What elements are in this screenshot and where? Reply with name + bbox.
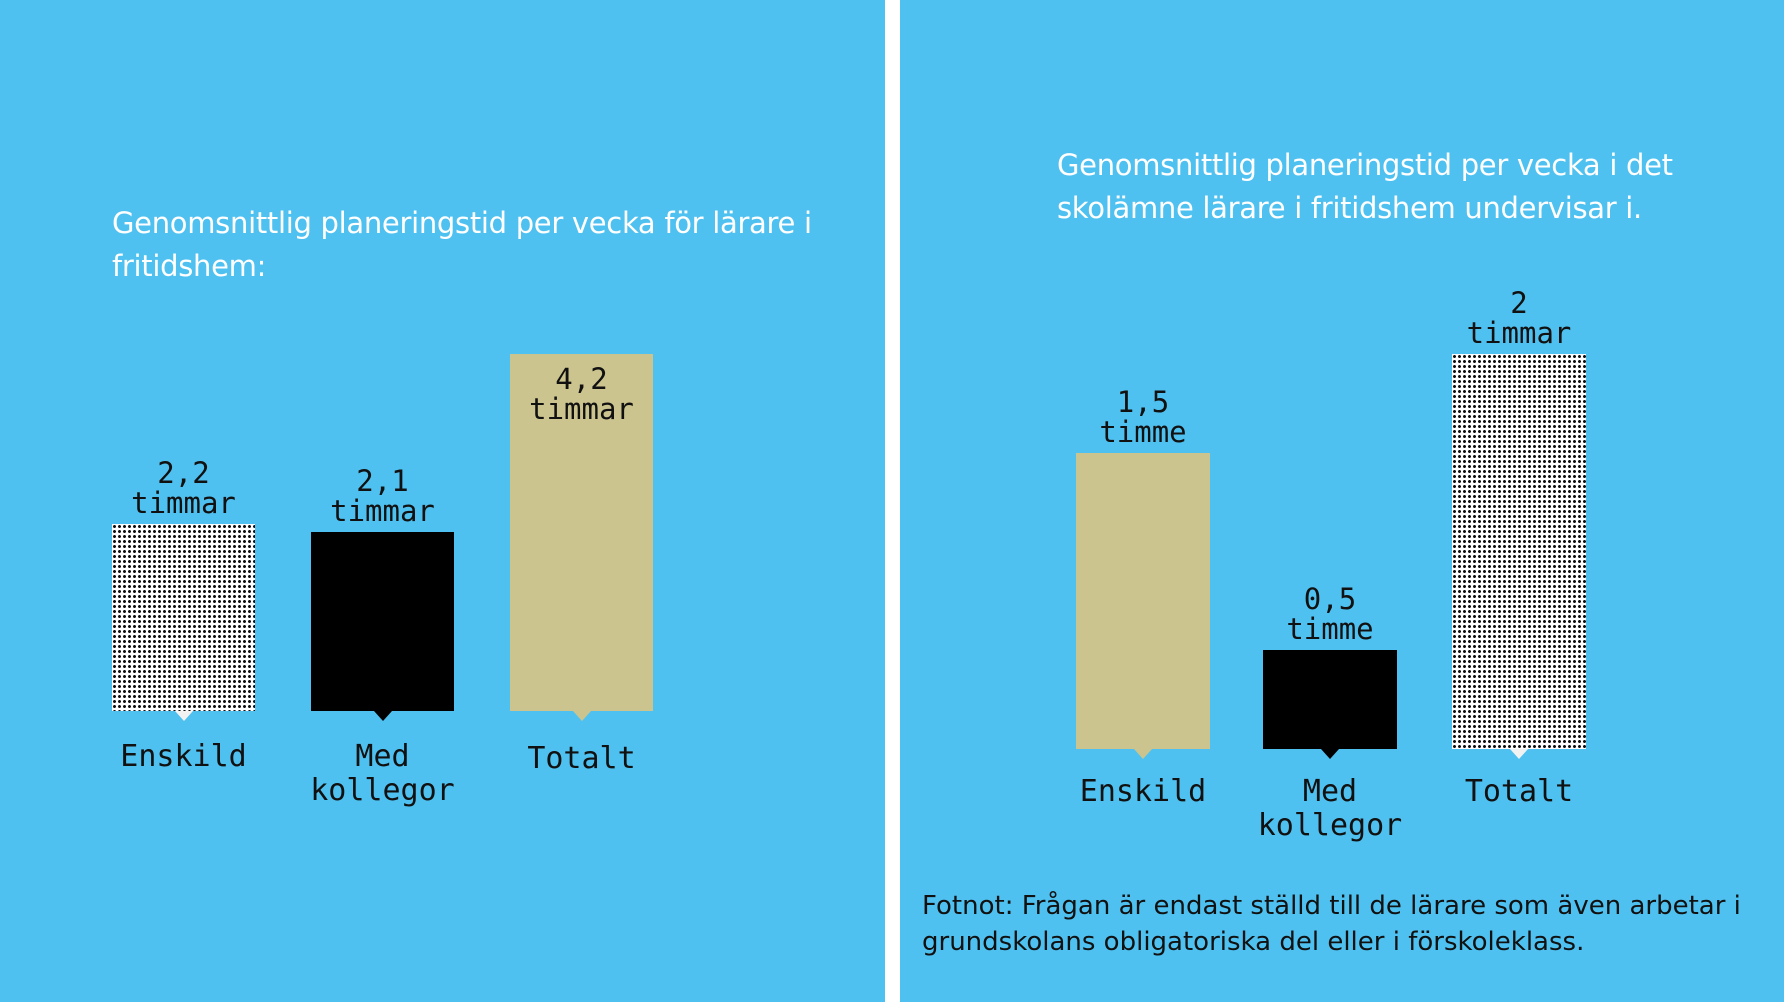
- chart-title: Genomsnittlig planeringstid per vecka i …: [1057, 148, 1673, 225]
- value-label: 1,5 timme: [1043, 387, 1243, 447]
- value-label: 0,5 timme: [1230, 584, 1430, 644]
- bar-pointer: [1134, 749, 1152, 759]
- category-label: Med kollegor: [1257, 774, 1403, 843]
- value-label: 2,1 timmar: [283, 466, 483, 526]
- value-label: 4,2 timmar: [482, 364, 682, 424]
- bar-2: [311, 532, 454, 711]
- value-unit: timmar: [1466, 316, 1572, 350]
- category-label: Totalt: [1464, 774, 1574, 809]
- value-unit: timmar: [330, 494, 435, 528]
- bar-pointer: [572, 711, 591, 721]
- chart-panel-right: Genomsnittlig planeringstid per vecka i …: [900, 0, 1784, 1002]
- bar-pointer: [1510, 749, 1528, 759]
- chart-title: Genomsnittlig planeringstid per vecka fö…: [112, 206, 812, 283]
- value-number: 1,5: [1116, 385, 1170, 419]
- footnote: Fotnot: Frågan är endast ställd till de …: [922, 891, 1741, 957]
- bar-pointer: [373, 711, 392, 721]
- bar-3: [510, 354, 653, 711]
- bar-2: [1263, 650, 1397, 749]
- category-label: Med kollegor: [310, 739, 455, 808]
- value-label: 2 timmar: [1419, 288, 1619, 348]
- value-number: 2,2: [157, 456, 210, 490]
- value-number: 2: [1510, 286, 1528, 320]
- value-unit: timmar: [529, 392, 634, 426]
- value-unit: timme: [1099, 415, 1187, 449]
- bar-1: [1076, 453, 1210, 749]
- bar-pointer: [174, 711, 193, 721]
- category-label: Enskild: [1079, 774, 1207, 809]
- value-label: 2,2 timmar: [84, 458, 284, 518]
- bar-3: [1452, 354, 1586, 749]
- value-number: 0,5: [1303, 582, 1357, 616]
- value-unit: timmar: [131, 486, 236, 520]
- category-label: Totalt: [527, 741, 636, 776]
- value-number: 4,2: [555, 362, 608, 396]
- category-label: Enskild: [120, 739, 247, 774]
- chart-panel-left: Genomsnittlig planeringstid per vecka fö…: [0, 0, 885, 1002]
- bar-pointer: [1321, 749, 1339, 759]
- bar-1: [112, 524, 255, 711]
- value-unit: timme: [1286, 612, 1374, 646]
- value-number: 2,1: [356, 464, 409, 498]
